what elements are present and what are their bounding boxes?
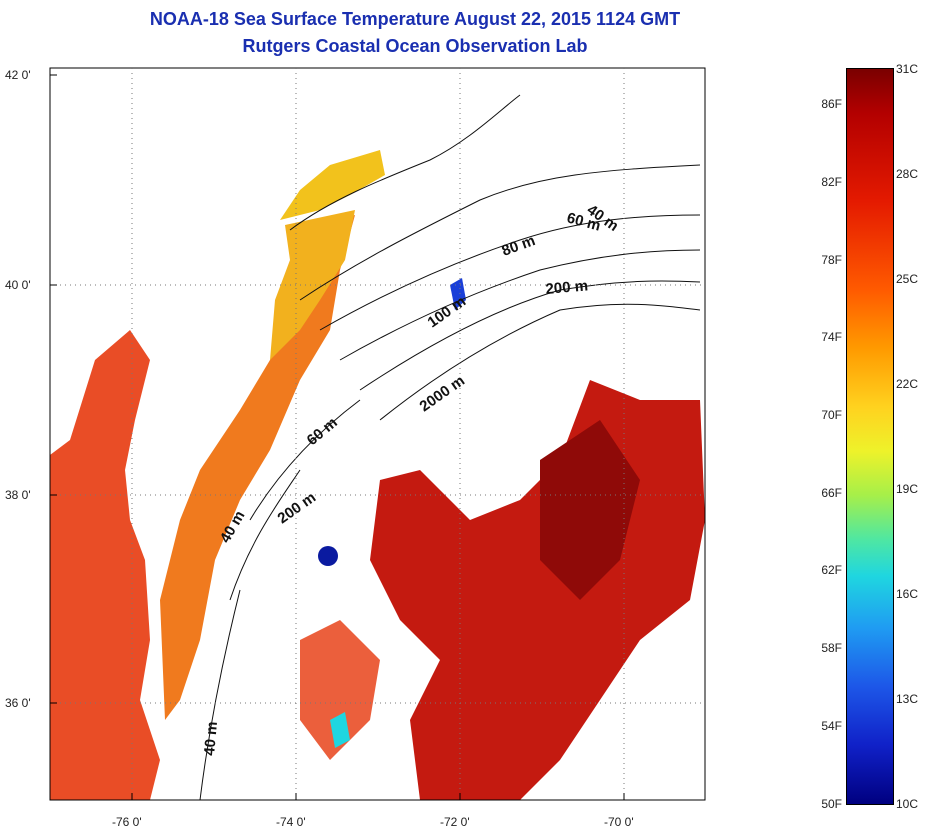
temperature-colorbar	[846, 68, 894, 805]
tick-marks	[50, 74, 625, 800]
colorbar-label-c: 19C	[896, 482, 919, 496]
depth-label: 80 m	[500, 232, 538, 260]
depth-label: 200 m	[275, 489, 320, 527]
lon-tick-label: -72 0'	[440, 815, 470, 829]
map-subtitle: Rutgers Coastal Ocean Observation Lab	[242, 36, 588, 56]
depth-label: 40 m	[201, 721, 221, 757]
lon-tick-label: -74 0'	[276, 815, 306, 829]
colorbar-label-f: 78F	[821, 253, 842, 267]
colorbar-label-c: 25C	[896, 272, 919, 286]
lat-tick-label: 40 0'	[5, 278, 31, 292]
map-frame	[49, 67, 706, 801]
colorbar-label-f: 62F	[821, 563, 842, 577]
colorbar-label-c: 28C	[896, 167, 919, 181]
depth-label: 200 m	[545, 277, 589, 298]
colorbar-label-f: 82F	[821, 175, 842, 189]
colorbar-label-c: 22C	[896, 377, 919, 391]
bathymetry-contours	[199, 94, 701, 801]
colorbar-label-c: 13C	[896, 692, 919, 706]
colorbar-label-f: 58F	[821, 641, 842, 655]
colorbar-label-f: 74F	[821, 330, 842, 344]
colorbar-label-c: 16C	[896, 587, 919, 601]
lat-tick-label: 38 0'	[5, 488, 31, 502]
colorbar-label-f: 50F	[821, 797, 842, 811]
colorbar-label-f: 54F	[821, 719, 842, 733]
graticule	[50, 68, 705, 800]
colorbar-label-f: 86F	[821, 97, 842, 111]
lon-tick-label: -76 0'	[112, 815, 142, 829]
lat-tick-label: 36 0'	[5, 696, 31, 710]
lon-tick-label: -70 0'	[604, 815, 634, 829]
colorbar-label-f: 66F	[821, 486, 842, 500]
colorbar-label-f: 70F	[821, 408, 842, 422]
lat-tick-label: 42 0'	[5, 68, 31, 82]
map-title: NOAA-18 Sea Surface Temperature August 2…	[149, 9, 681, 29]
colorbar-label-c: 31C	[896, 62, 919, 76]
depth-label: 100 m	[425, 293, 470, 331]
sst-overlay	[50, 150, 705, 800]
colorbar-label-c: 10C	[896, 797, 919, 811]
